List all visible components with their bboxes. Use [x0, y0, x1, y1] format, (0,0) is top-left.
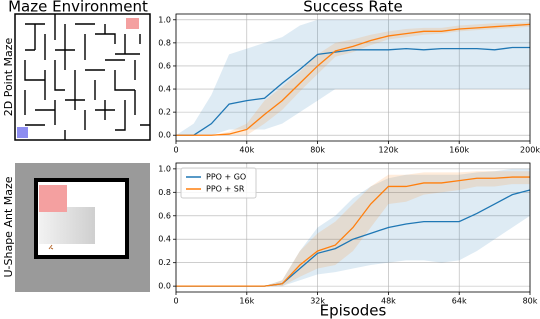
point-maze [14, 13, 151, 141]
legend-label: PPO + SR [206, 185, 245, 194]
x-tick-label: 200k [520, 146, 540, 155]
y-tick-label: 0.6 [158, 61, 171, 70]
band [176, 22, 530, 136]
x-tick-label: 160k [449, 146, 469, 155]
env-label: 2D Point Maze [2, 37, 15, 116]
legend-box [180, 167, 257, 199]
y-tick-label: 0.4 [158, 85, 171, 94]
line [176, 23, 531, 136]
env-title: Maze Environment [8, 0, 148, 16]
y-tick-label: 0.2 [158, 258, 171, 267]
band [176, 171, 530, 287]
chart-title: Success Rate [303, 0, 403, 16]
x-tick-label: 80k [523, 297, 538, 306]
x-tick-label: 120k [378, 146, 398, 155]
y-tick-label: 1.0 [158, 164, 171, 173]
y-tick-label: 0.2 [158, 108, 171, 117]
x-tick-label: 40k [239, 146, 254, 155]
x-tick-label: 64k [452, 297, 467, 306]
band [176, 19, 530, 136]
x-axis-label: Episodes [320, 302, 387, 319]
y-tick-label: 0.8 [158, 188, 171, 197]
x-tick-label: 32k [310, 297, 325, 306]
y-tick-label: 0.8 [158, 38, 171, 47]
line [176, 176, 530, 287]
x-tick-label: 0 [173, 297, 178, 306]
y-tick-label: 1.0 [158, 15, 171, 24]
y-tick-label: 0.0 [158, 282, 171, 291]
ant-maze [15, 163, 150, 292]
plot-frame [175, 162, 531, 293]
env-label: U-Shape Ant Maze [2, 176, 15, 277]
y-tick-label: 0.0 [158, 131, 171, 140]
x-tick-label: 16k [239, 297, 254, 306]
charts: 0.00.20.40.60.81.00 40k 80k 120k 160k 200kSuc… [158, 0, 540, 319]
x-tick-label: 80k [310, 146, 325, 155]
y-tick-label: 0.6 [158, 211, 171, 220]
y-tick-label: 0.4 [158, 235, 171, 244]
legend-label: PPO + GO [206, 173, 246, 182]
plot-frame [175, 13, 531, 142]
x-tick-label: 0 [173, 146, 178, 155]
line [176, 46, 530, 136]
x-tick-label: 48k [381, 297, 396, 306]
